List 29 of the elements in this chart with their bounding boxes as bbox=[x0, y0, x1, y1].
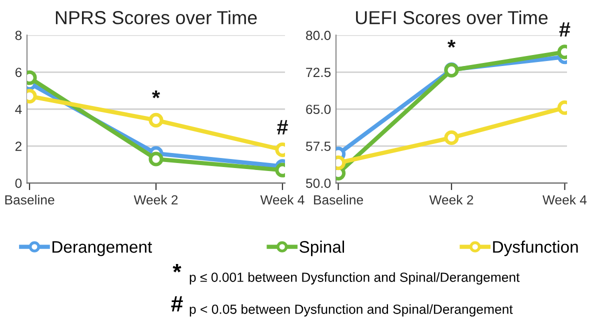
y-tick-label: 80.0 bbox=[306, 30, 331, 40]
y-tick-label: 72.5 bbox=[306, 68, 331, 78]
text: # bbox=[171, 296, 183, 312]
annotation: * bbox=[448, 40, 456, 48]
y-tick-label: 65.0 bbox=[306, 104, 331, 114]
y-tick-label: 4 bbox=[15, 104, 22, 114]
y-tick-label: 0 bbox=[15, 178, 22, 188]
y-tick-label: 50.0 bbox=[306, 178, 331, 188]
chart-title: NPRS Scores over Time bbox=[56, 10, 257, 24]
x-tick-label: Week 4 bbox=[542, 194, 587, 205]
y-tick-label: 6 bbox=[15, 68, 22, 78]
y-tick-label: 8 bbox=[15, 30, 22, 40]
x-tick-label: Baseline bbox=[5, 194, 54, 205]
y-tick-label: 2 bbox=[15, 142, 22, 151]
x-tick-label: Week 4 bbox=[260, 194, 304, 205]
annotation: * bbox=[152, 90, 160, 98]
chart-title: UEFI Scores over Time bbox=[356, 10, 548, 24]
x-tick-label: Week 2 bbox=[429, 194, 474, 205]
y-tick-label: 57.5 bbox=[306, 142, 331, 151]
legend-label: Dysfunction bbox=[493, 240, 578, 256]
text: p < 0.05 between Dysfunction and Spinal/Derangement bbox=[190, 304, 513, 317]
x-tick-label: Week 2 bbox=[134, 194, 178, 205]
legend-label: Derangement bbox=[52, 241, 152, 256]
text: p ≤ 0.001 between Dysfunction and Spinal/Derangement bbox=[190, 272, 520, 285]
annotation: # bbox=[559, 22, 570, 37]
annotation: # bbox=[277, 120, 288, 134]
legend-label: Spinal bbox=[300, 240, 344, 256]
x-tick-label: Baseline bbox=[314, 194, 363, 205]
text: * bbox=[172, 264, 182, 272]
